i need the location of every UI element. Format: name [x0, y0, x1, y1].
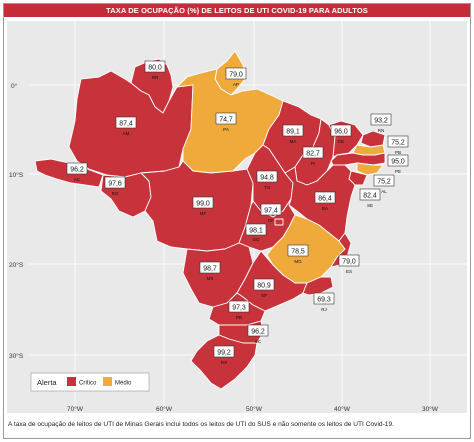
lon-label-70w: 70°W — [67, 405, 84, 413]
legend-label-critico: Crítico — [79, 381, 97, 387]
state-df — [274, 218, 284, 226]
lat-label-30s: 30°S — [9, 352, 24, 360]
uf-pi: PI — [311, 161, 315, 166]
value-ap: 79,0 — [229, 72, 243, 79]
lon-label-40w: 40°W — [334, 405, 351, 413]
lat-label-10s: 10°S — [9, 171, 24, 179]
state-rj — [302, 276, 334, 296]
lon-label-60w: 60°W — [156, 405, 173, 413]
uf-al: AL — [381, 189, 387, 194]
uf-ms: MS — [207, 276, 214, 281]
uf-mg: MG — [294, 259, 302, 264]
uf-mt: MT — [200, 211, 207, 216]
legend-label-medio: Médio — [115, 381, 132, 387]
uf-df: DF — [268, 218, 274, 223]
value-rn: 93,2 — [374, 118, 388, 125]
value-rr: 80,0 — [148, 65, 162, 72]
value-mg: 78,5 — [291, 249, 305, 256]
value-am: 87,4 — [119, 121, 133, 128]
uf-ba: BA — [322, 206, 328, 211]
value-sc: 96,2 — [251, 329, 265, 336]
uf-pa: PA — [223, 127, 229, 132]
uf-ac: AC — [74, 177, 81, 182]
value-mt: 99,0 — [196, 201, 210, 208]
uf-to: TO — [264, 185, 271, 190]
state-rs — [190, 334, 258, 390]
uf-go: GO — [252, 237, 260, 242]
legend-title: Alerta — [37, 378, 57, 387]
value-rs: 99,2 — [217, 350, 231, 357]
uf-rr: RR — [152, 75, 159, 80]
uf-ma: MA — [290, 139, 297, 144]
legend-swatch-medio — [103, 377, 112, 386]
uf-es: ES — [346, 269, 352, 274]
lon-label-30w: 30°W — [422, 405, 439, 413]
legend: Alerta Crítico Médio — [30, 372, 150, 392]
uf-ro: RO — [112, 191, 119, 196]
value-es: 79,0 — [342, 259, 356, 266]
value-ms: 98,7 — [203, 266, 217, 273]
uf-rj: RJ — [321, 307, 327, 312]
value-ac: 96,2 — [70, 167, 84, 174]
uf-rn: RN — [378, 128, 385, 133]
value-al: 75,2 — [377, 179, 391, 186]
value-pr: 97,3 — [232, 305, 246, 312]
lat-label-20s: 20°S — [9, 261, 24, 269]
uf-pr: PR — [236, 315, 243, 320]
uf-rs: RS — [221, 360, 227, 365]
value-ce: 96,0 — [334, 129, 348, 136]
uf-sp: SP — [261, 293, 267, 298]
value-ro: 97,6 — [108, 181, 122, 188]
map-title: TAXA DE OCUPAÇÃO (%) DE LEITOS DE UTI CO… — [4, 4, 470, 17]
map-panel: 0° 10°S 20°S 30°S 70°W 60°W 50°W 40°W 30… — [7, 21, 467, 413]
value-df: 97,4 — [264, 208, 278, 215]
state-pe — [330, 152, 386, 166]
value-pb: 75,2 — [391, 140, 405, 147]
legend-swatch-critico — [67, 377, 76, 386]
state-rn — [360, 130, 386, 148]
footnote: A taxa de ocupação de leitos de UTI de M… — [8, 421, 394, 428]
uf-ce: CE — [338, 139, 344, 144]
uf-se: SE — [367, 203, 373, 208]
uf-pe: PE — [395, 169, 401, 174]
value-ma: 89,1 — [286, 129, 300, 136]
value-to: 94,8 — [260, 175, 274, 182]
uf-ap: AP — [233, 82, 239, 87]
value-go: 98,1 — [249, 228, 263, 235]
graticule — [29, 21, 467, 406]
lat-label-0: 0° — [11, 82, 18, 90]
uf-sc: SC — [255, 339, 262, 344]
state-al — [356, 162, 384, 176]
value-rj: 69,3 — [317, 297, 331, 304]
uf-am: AM — [123, 131, 130, 136]
brazil-map: 0° 10°S 20°S 30°S 70°W 60°W 50°W 40°W 30… — [9, 21, 467, 413]
value-pe: 95,0 — [391, 159, 405, 166]
state-pb — [352, 144, 386, 156]
value-pa: 74,7 — [219, 117, 233, 124]
value-pi: 82,7 — [306, 151, 320, 158]
value-sp: 80,9 — [257, 283, 271, 290]
lon-label-50w: 50°W — [246, 405, 263, 413]
figure-frame — [3, 3, 471, 439]
value-ba: 86,4 — [318, 196, 332, 203]
value-se: 82,4 — [363, 193, 377, 200]
uf-pb: PB — [395, 150, 401, 155]
